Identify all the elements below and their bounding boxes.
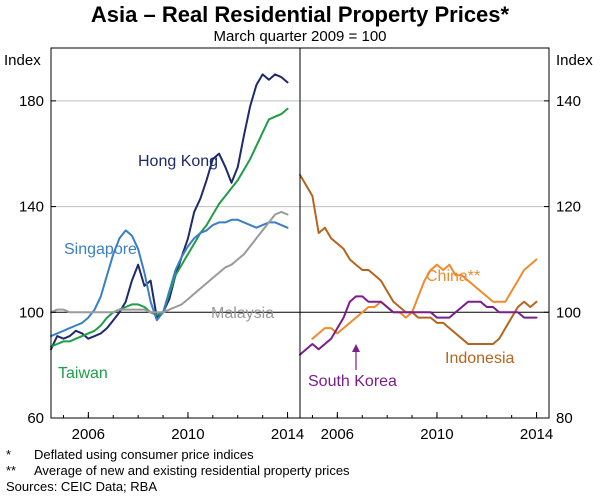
- note-1-marker: *: [6, 447, 11, 462]
- left-ylabel: Index: [4, 52, 41, 69]
- label-china: China**: [426, 268, 480, 285]
- note-1-text: Deflated using consumer price indices: [34, 447, 254, 462]
- series-line-malaysia: [50, 210, 289, 314]
- label-malaysia: Malaysia: [211, 305, 274, 322]
- ticks: [51, 100, 549, 419]
- xtick-label-left-0: 2006: [72, 426, 105, 443]
- label-taiwan: Taiwan: [58, 365, 108, 382]
- chart-subtitle: March quarter 2009 = 100: [213, 28, 386, 45]
- gridlines: [51, 100, 549, 208]
- ytick-label-left-1: 100: [19, 304, 44, 321]
- note-2-marker: **: [6, 463, 16, 478]
- ytick-label-left-3: 180: [19, 93, 44, 110]
- label-hong-kong: Hong Kong: [138, 153, 218, 170]
- south-korea-pointer-head: [352, 344, 360, 352]
- ytick-label-left-2: 140: [19, 199, 44, 216]
- series-line-hong-kong: [50, 73, 289, 351]
- label-south-korea: South Korea: [308, 373, 397, 390]
- ytick-label-right-0: 80: [556, 410, 573, 427]
- ytick-label-right-2: 120: [556, 199, 581, 216]
- xtick-label-right-2: 2014: [520, 426, 553, 443]
- xtick-label-left-2: 2014: [271, 426, 304, 443]
- note-2-text: Average of new and existing residential …: [34, 463, 350, 478]
- xtick-label-left-1: 2010: [171, 426, 204, 443]
- xtick-label-right-1: 2010: [420, 426, 453, 443]
- series-line-south-korea: [299, 295, 538, 356]
- series-layer: [50, 73, 538, 356]
- series-line-indonesia: [299, 173, 538, 345]
- sources: Sources: CEIC Data; RBA: [6, 479, 157, 494]
- ytick-label-left-0: 60: [27, 410, 44, 427]
- label-indonesia: Indonesia: [445, 350, 514, 367]
- series-line-china: [311, 258, 538, 340]
- right-ylabel: Index: [556, 52, 593, 69]
- label-singapore: Singapore: [64, 241, 137, 258]
- series-line-singapore: [50, 218, 289, 338]
- ytick-label-right-3: 140: [556, 93, 581, 110]
- xtick-label-right-0: 2006: [321, 426, 354, 443]
- ytick-label-right-1: 100: [556, 304, 581, 321]
- chart-title: Asia – Real Residential Property Prices*: [91, 2, 510, 27]
